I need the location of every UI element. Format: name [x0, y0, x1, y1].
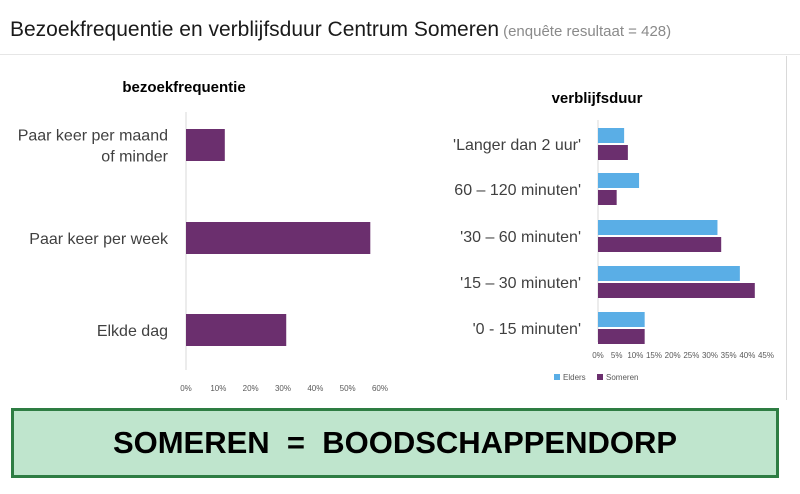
x-tick-label: 0%: [592, 351, 604, 360]
x-tick-label: 20%: [243, 384, 259, 393]
x-tick-label: 10%: [627, 351, 643, 360]
bar: [186, 129, 225, 161]
x-tick-label: 5%: [611, 351, 623, 360]
legend-swatch: [597, 374, 603, 380]
category-label: '30 – 60 minuten': [460, 229, 581, 246]
right-divider: [786, 56, 787, 400]
conclusion-banner: SOMEREN = BOODSCHAPPENDORP: [11, 408, 779, 478]
category-label-line: Paar keer per week: [29, 231, 169, 248]
category-label: Paar keer per maand of minder: [18, 128, 169, 166]
category-label-line: Elkde dag: [97, 323, 168, 340]
legend-label: Someren: [606, 373, 638, 382]
category-label: 'Langer dan 2 uur': [453, 137, 581, 154]
category-label: '0 - 15 minuten': [473, 321, 581, 338]
bar-elders: [598, 266, 740, 281]
x-tick-label: 20%: [665, 351, 681, 360]
chart-title: verblijfsduur: [552, 90, 643, 107]
bar-elders: [598, 173, 640, 188]
verblijfsduur-chart: verblijfsduur 'Langer dan 2 uur' 60 – 120 …: [453, 90, 774, 382]
x-tick-label: 15%: [646, 351, 662, 360]
category-label: 60 – 120 minuten': [454, 182, 581, 199]
legend-label: Elders: [563, 373, 586, 382]
page-title-text: Bezoekfrequentie en verblijfsduur Centru…: [10, 18, 500, 41]
bar-elders: [598, 128, 625, 143]
bar-someren: [598, 329, 645, 344]
bar-someren: [598, 145, 628, 160]
category-label: Paar keer per week: [29, 231, 169, 248]
bezoekfrequentie-chart: bezoekfrequentie Paar keer per maand of mi…: [18, 79, 388, 393]
x-tick-label: 0%: [180, 384, 192, 393]
x-tick-label: 40%: [739, 351, 755, 360]
category-label-line: Paar keer per maand: [18, 128, 168, 145]
x-tick-label: 60%: [372, 384, 388, 393]
x-tick-label: 30%: [275, 384, 291, 393]
bar-elders: [598, 312, 645, 327]
x-tick-label: 35%: [721, 351, 737, 360]
x-tick-label: 30%: [702, 351, 718, 360]
x-tick-label: 45%: [758, 351, 774, 360]
x-tick-label: 10%: [210, 384, 226, 393]
page-title: Bezoekfrequentie en verblijfsduur Centru…: [10, 18, 671, 42]
x-tick-label: 40%: [307, 384, 323, 393]
bar-someren: [598, 283, 755, 298]
title-divider: [0, 54, 800, 55]
category-label-line: of minder: [101, 149, 168, 166]
bar: [186, 314, 287, 346]
bar-someren: [598, 237, 722, 252]
category-label: '15 – 30 minuten': [460, 275, 581, 292]
category-label: Elkde dag: [97, 323, 168, 340]
x-tick-label: 25%: [683, 351, 699, 360]
x-tick-label: 50%: [340, 384, 356, 393]
legend-swatch: [554, 374, 560, 380]
page-subtitle: (enquête resultaat = 428): [503, 23, 672, 40]
chart-title: bezoekfrequentie: [122, 79, 245, 96]
bar-someren: [598, 190, 617, 205]
bar-elders: [598, 220, 718, 235]
bar: [186, 222, 371, 254]
